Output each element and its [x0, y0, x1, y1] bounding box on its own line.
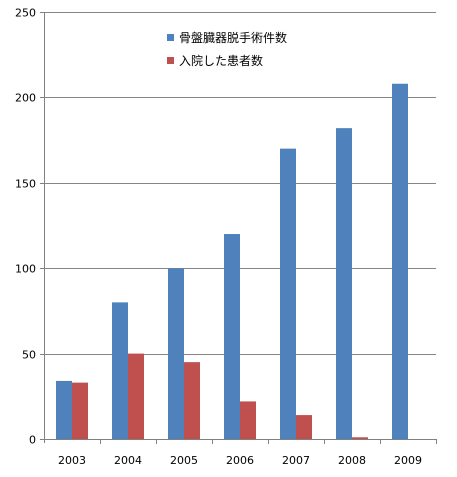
x-tick-label: 2005 [170, 454, 198, 467]
y-tick-label: 200 [15, 92, 36, 105]
bar-surgeries [392, 83, 408, 440]
legend-label: 入院した患者数 [179, 53, 263, 68]
x-tick-label: 2006 [226, 454, 254, 467]
y-tick-label: 250 [15, 7, 36, 20]
bar-admissions [128, 353, 144, 439]
bar-admissions [240, 401, 256, 439]
y-tick-label: 50 [22, 349, 36, 362]
bar-admissions [296, 415, 312, 439]
legend-label: 骨盤臓器脱手術件数 [179, 30, 287, 45]
y-axis: 0 50 100 150 200 250 [15, 7, 45, 447]
legend-swatch [167, 57, 174, 64]
bars [56, 83, 408, 440]
bar-admissions [72, 382, 88, 439]
bar-surgeries [336, 128, 352, 440]
y-tick-label: 0 [29, 434, 36, 447]
bar-surgeries [112, 302, 128, 439]
x-tick-label: 2008 [338, 454, 366, 467]
bar-surgeries [168, 268, 184, 439]
x-axis: 2003 2004 2005 2006 2007 2008 2009 [58, 439, 437, 467]
bar-surgeries [280, 148, 296, 439]
legend-swatch [167, 34, 174, 41]
x-tick-label: 2003 [58, 454, 86, 467]
bar-surgeries [56, 380, 72, 439]
y-tick-label: 150 [15, 178, 36, 191]
bar-surgeries [224, 234, 240, 439]
x-tick-label: 2009 [394, 454, 422, 467]
x-tick-label: 2007 [282, 454, 310, 467]
x-tick-label: 2004 [114, 454, 142, 467]
bar-admissions [352, 437, 368, 439]
bar-admissions [184, 362, 200, 439]
y-tick-label: 100 [15, 263, 36, 276]
